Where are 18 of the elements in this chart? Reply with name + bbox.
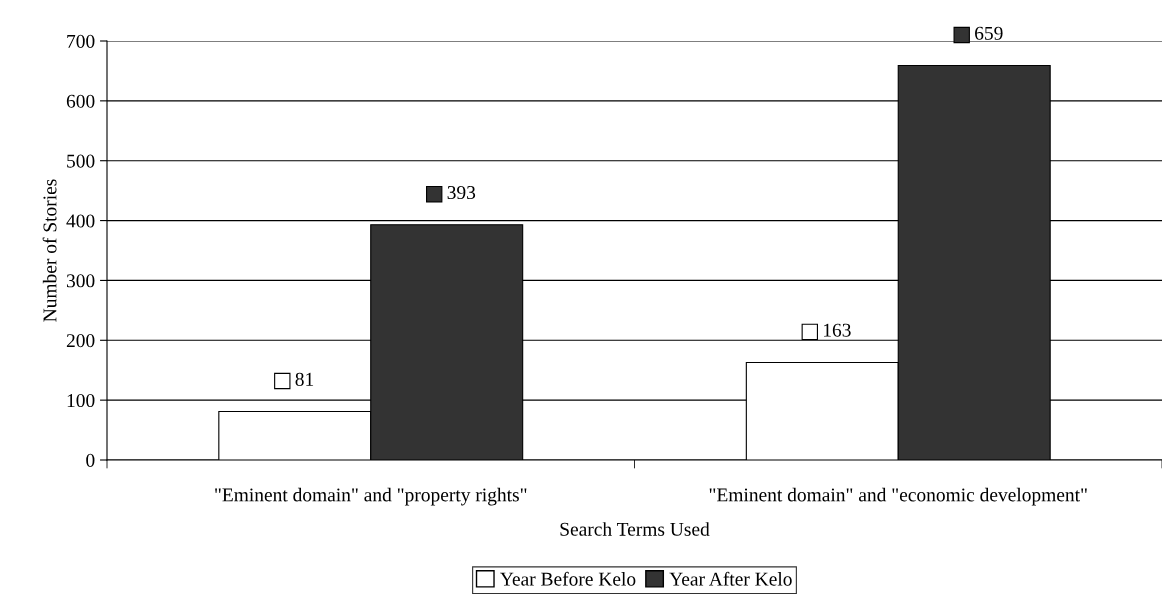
y-axis-title: Number of Stories (42, 179, 57, 322)
data-label: 163 (824, 323, 851, 337)
y-tick-label: 100 (67, 393, 95, 408)
y-tick-label: 200 (66, 334, 95, 348)
data-label: 659 (975, 26, 1003, 40)
y-tick-label: 300 (66, 274, 95, 288)
y-tick-label: 500 (67, 154, 95, 168)
y-tick-label: 400 (66, 214, 95, 228)
y-tick-label: 700 (67, 34, 95, 48)
x-axis-title: Search Terms Used (560, 522, 710, 536)
x-tick-label: "Eminent domain" and "economic development" (709, 487, 1087, 506)
data-label: 393 (447, 186, 476, 200)
y-tick-label: 600 (66, 94, 95, 108)
x-tick-label: "Eminent domain" and "property rights" (215, 487, 527, 506)
data-label: 81 (295, 372, 314, 386)
legend-label: Year Before Kelo (500, 571, 636, 586)
legend-label: Year After Kelo (669, 571, 792, 586)
y-tick-label: 0 (86, 453, 95, 467)
